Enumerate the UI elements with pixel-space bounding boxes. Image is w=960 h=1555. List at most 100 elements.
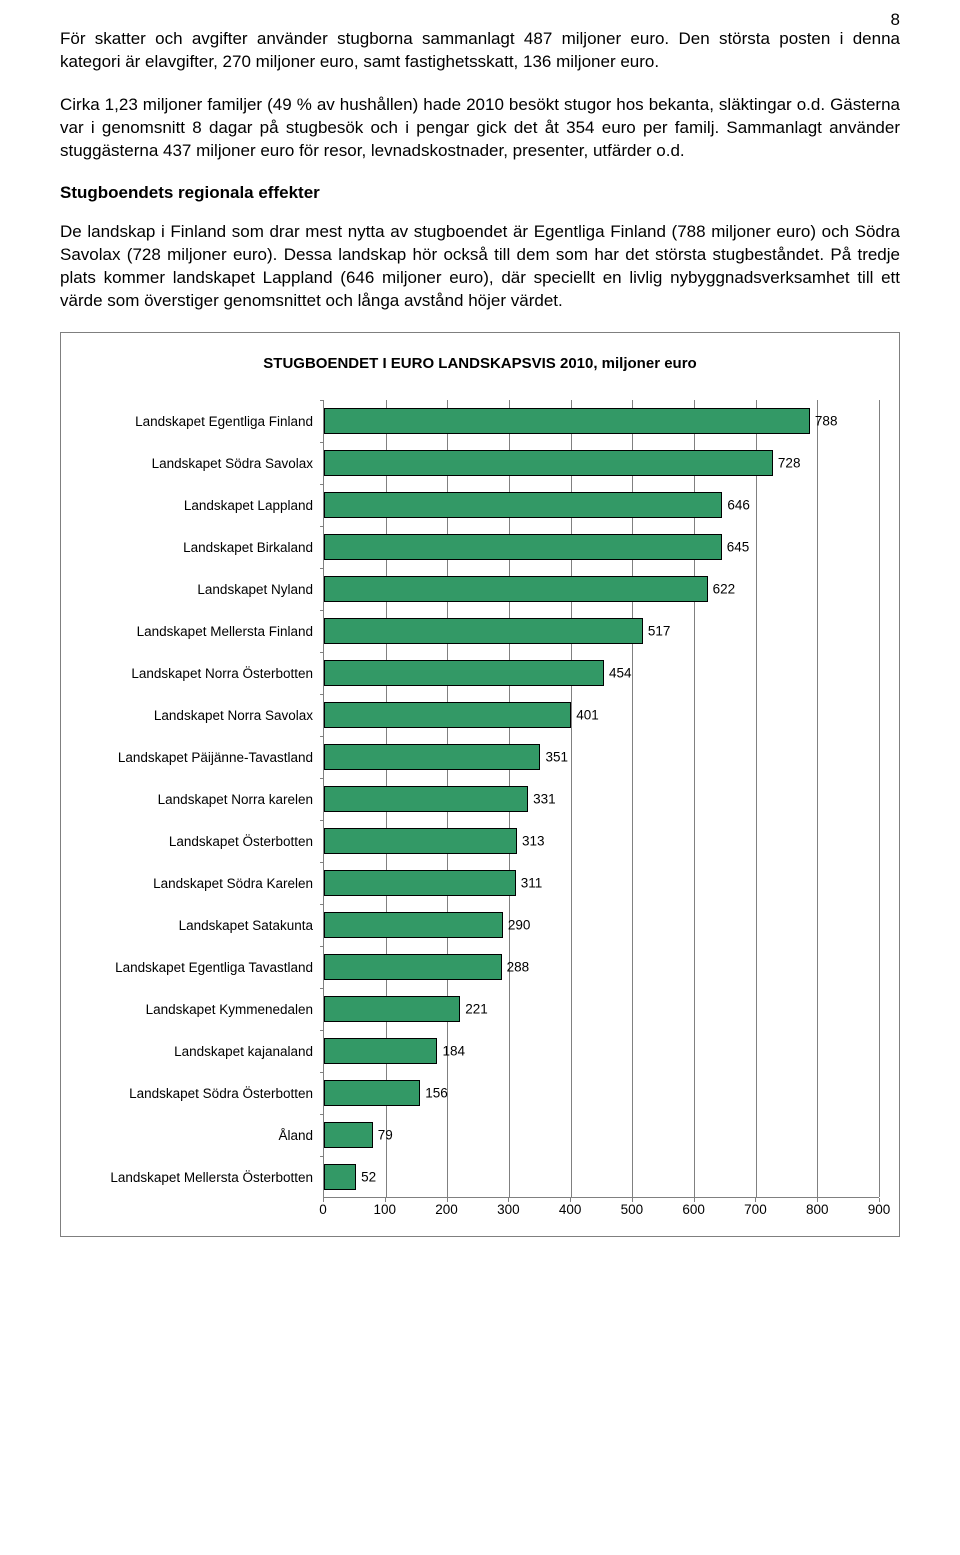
bar-value: 728: [778, 456, 801, 471]
category-labels: Landskapet Egentliga FinlandLandskapet S…: [81, 400, 323, 1222]
category-label: Landskapet Södra Savolax: [81, 442, 323, 484]
x-tick-label: 700: [744, 1202, 767, 1217]
category-label: Landskapet Satakunta: [81, 904, 323, 946]
bar-row: 79: [324, 1114, 879, 1156]
bar: 351: [324, 744, 540, 770]
bar-row: 331: [324, 778, 879, 820]
bar: 454: [324, 660, 604, 686]
x-tick-label: 100: [374, 1202, 397, 1217]
bar-value: 221: [465, 1002, 488, 1017]
x-tick-label: 600: [682, 1202, 705, 1217]
paragraph-1: För skatter och avgifter använder stugbo…: [60, 28, 900, 74]
bar-value: 401: [576, 708, 599, 723]
bar-row: 517: [324, 610, 879, 652]
bar-value: 184: [442, 1044, 465, 1059]
bar-row: 52: [324, 1156, 879, 1198]
bar: 622: [324, 576, 708, 602]
bar: 184: [324, 1038, 437, 1064]
bar-row: 221: [324, 988, 879, 1030]
bar-row: 351: [324, 736, 879, 778]
category-label: Landskapet kajanaland: [81, 1030, 323, 1072]
bar-value: 311: [521, 876, 543, 891]
category-label: Landskapet Mellersta Österbotten: [81, 1156, 323, 1198]
category-label: Landskapet Norra Savolax: [81, 694, 323, 736]
bar: 331: [324, 786, 528, 812]
bar-row: 288: [324, 946, 879, 988]
category-label: Landskapet Södra Österbotten: [81, 1072, 323, 1114]
x-tick-label: 800: [806, 1202, 829, 1217]
page: 8 För skatter och avgifter använder stug…: [0, 0, 960, 1277]
bar: 221: [324, 996, 460, 1022]
bar: 79: [324, 1122, 373, 1148]
bar-row: 311: [324, 862, 879, 904]
bar-value: 288: [507, 960, 530, 975]
category-label: Landskapet Kymmenedalen: [81, 988, 323, 1030]
bar-value: 517: [648, 624, 671, 639]
bar: 401: [324, 702, 571, 728]
bar-value: 646: [727, 498, 750, 513]
bar-value: 351: [545, 750, 568, 765]
bar-value: 645: [727, 540, 750, 555]
plot: 788 728 646 645 622 517 454 401 351 331 313 311 290 2…: [323, 400, 879, 1198]
x-tick-label: 900: [868, 1202, 891, 1217]
bar-value: 788: [815, 414, 838, 429]
bar-value: 622: [713, 582, 736, 597]
chart-area: Landskapet Egentliga FinlandLandskapet S…: [81, 400, 879, 1222]
bar-value: 156: [425, 1086, 448, 1101]
bar-row: 646: [324, 484, 879, 526]
gridline: [879, 400, 880, 1197]
bar-value: 454: [609, 666, 632, 681]
bar-row: 728: [324, 442, 879, 484]
category-label: Åland: [81, 1114, 323, 1156]
page-number: 8: [891, 10, 900, 30]
bar: 788: [324, 408, 810, 434]
bar: 290: [324, 912, 503, 938]
bar: 646: [324, 492, 722, 518]
bar-value: 290: [508, 918, 531, 933]
category-label: Landskapet Mellersta Finland: [81, 610, 323, 652]
bar-row: 156: [324, 1072, 879, 1114]
bar: 728: [324, 450, 773, 476]
bar-value: 52: [361, 1170, 376, 1185]
bar-row: 788: [324, 400, 879, 442]
bar: 52: [324, 1164, 356, 1190]
x-axis: 0100200300400500600700800900: [323, 1198, 879, 1222]
bar: 288: [324, 954, 502, 980]
section-heading: Stugboendets regionala effekter: [60, 183, 900, 203]
x-tick-label: 500: [621, 1202, 644, 1217]
bar-row: 184: [324, 1030, 879, 1072]
category-label: Landskapet Päijänne-Tavastland: [81, 736, 323, 778]
category-label: Landskapet Norra karelen: [81, 778, 323, 820]
category-label: Landskapet Lappland: [81, 484, 323, 526]
bar-row: 290: [324, 904, 879, 946]
category-label: Landskapet Norra Österbotten: [81, 652, 323, 694]
bar-row: 645: [324, 526, 879, 568]
bar: 313: [324, 828, 517, 854]
bar-row: 401: [324, 694, 879, 736]
category-label: Landskapet Österbotten: [81, 820, 323, 862]
bar-value: 313: [522, 834, 545, 849]
category-label: Landskapet Birkaland: [81, 526, 323, 568]
category-label: Landskapet Egentliga Finland: [81, 400, 323, 442]
bar-row: 454: [324, 652, 879, 694]
x-tick-label: 200: [435, 1202, 458, 1217]
bar-row: 622: [324, 568, 879, 610]
chart-container: STUGBOENDET I EURO LANDSKAPSVIS 2010, mi…: [60, 332, 900, 1237]
bar: 517: [324, 618, 643, 644]
bar-value: 331: [533, 792, 556, 807]
category-label: Landskapet Nyland: [81, 568, 323, 610]
bar: 311: [324, 870, 516, 896]
plot-wrap: 788 728 646 645 622 517 454 401 351 331 313 311 290 2…: [323, 400, 879, 1222]
paragraph-2: Cirka 1,23 miljoner familjer (49 % av hu…: [60, 94, 900, 163]
x-tick-label: 0: [319, 1202, 327, 1217]
bar-value: 79: [378, 1128, 393, 1143]
bar: 156: [324, 1080, 420, 1106]
x-tick-label: 400: [559, 1202, 582, 1217]
x-tick-label: 300: [497, 1202, 520, 1217]
chart-title: STUGBOENDET I EURO LANDSKAPSVIS 2010, mi…: [81, 355, 879, 372]
category-label: Landskapet Södra Karelen: [81, 862, 323, 904]
bar-row: 313: [324, 820, 879, 862]
paragraph-3: De landskap i Finland som drar mest nytt…: [60, 221, 900, 313]
category-label: Landskapet Egentliga Tavastland: [81, 946, 323, 988]
bar: 645: [324, 534, 722, 560]
